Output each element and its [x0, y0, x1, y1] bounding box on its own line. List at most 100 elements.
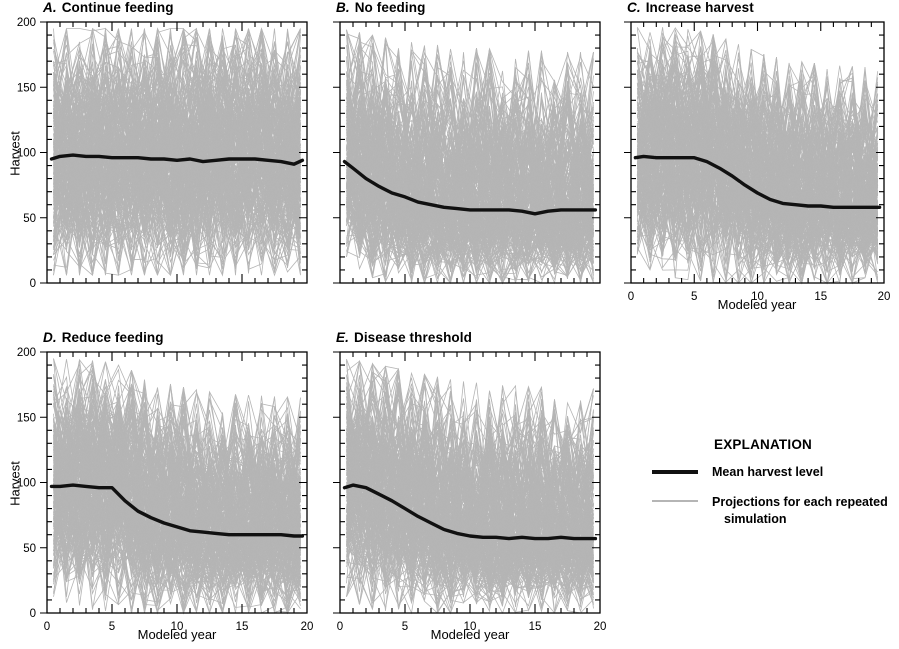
simulation-line	[53, 358, 301, 560]
y-axis-title-row1: Harvest	[7, 131, 23, 176]
simulation-line	[636, 71, 879, 235]
simulation-line	[53, 385, 301, 573]
simulation-line	[53, 80, 301, 265]
simulation-line	[346, 123, 594, 285]
simulation-line	[53, 136, 301, 276]
simulation-line	[346, 137, 594, 255]
simulation-line	[53, 99, 301, 268]
simulation-line	[346, 411, 594, 599]
panel-title-text: No feeding	[354, 0, 426, 15]
y-tick-label: 200	[17, 17, 36, 29]
y-tick-label: 0	[30, 278, 36, 290]
simulation-line	[346, 98, 594, 246]
panel-title-text: Continue feeding	[61, 0, 174, 15]
simulation-line	[346, 97, 594, 255]
axis-ticks	[40, 351, 307, 614]
simulation-line	[346, 441, 594, 574]
legend-label-line1: Projections for each repeated	[712, 494, 888, 509]
simulation-line	[636, 112, 879, 271]
simulation-line	[346, 48, 594, 225]
simulation-line	[346, 359, 594, 576]
plot-area: 0 50 100 150 200	[17, 17, 308, 290]
simulation-line	[53, 151, 301, 250]
plot-area: 0 5 10 15 20	[624, 21, 890, 303]
panel-letter: A.	[43, 0, 57, 15]
simulation-line	[53, 32, 301, 222]
y-tick-label: 100	[17, 148, 36, 160]
legend-item-label: Projections for each repeated simulation	[712, 494, 888, 528]
simulation-line	[53, 129, 301, 276]
legend-item-projections: Projections for each repeated simulation	[632, 494, 894, 528]
x-tick-label: 20	[594, 621, 607, 633]
panel-letter: E.	[336, 330, 349, 345]
legend-label-line2: simulation	[724, 511, 787, 526]
simulation-line	[53, 89, 301, 219]
panel-disease-threshold: E. Disease threshold 0 5 10 15 20	[298, 330, 616, 643]
simulation-line	[636, 49, 879, 234]
simulation-line	[53, 34, 301, 210]
legend-item-mean: Mean harvest level	[632, 464, 894, 481]
simulation-line	[636, 73, 878, 242]
mean-harvest-line	[342, 159, 598, 216]
simulation-line	[636, 68, 879, 245]
simulation-line	[346, 137, 594, 284]
panel-increase-harvest: C. Increase harvest 0 5 10 15 20	[589, 0, 899, 313]
legend: EXPLANATION Mean harvest level Projectio…	[632, 437, 894, 541]
legend-item-label: Mean harvest level	[712, 465, 824, 479]
x-tick-label: 5	[691, 291, 697, 303]
simulation-line	[53, 76, 301, 264]
simulation-line	[637, 106, 879, 217]
simulation-line	[346, 62, 594, 253]
simulation-line	[346, 442, 594, 604]
simulation-line	[53, 39, 301, 251]
x-axis-title-panel-c: Modeled year	[717, 297, 797, 312]
simulation-line	[53, 452, 301, 614]
simulation-line	[346, 116, 594, 261]
legend-heading: EXPLANATION	[714, 437, 812, 452]
simulation-line	[53, 28, 301, 196]
x-tick-label: 0	[628, 291, 634, 303]
simulation-line	[53, 95, 301, 269]
simulation-line	[53, 430, 301, 577]
x-axis-title-panel-d: Modeled year	[137, 627, 217, 642]
simulation-line	[636, 57, 878, 245]
simulation-line	[53, 438, 301, 615]
panel-title: D. Reduce feeding	[43, 330, 164, 345]
simulation-line	[346, 51, 594, 217]
simulation-line	[53, 91, 301, 270]
mean-harvest-line	[633, 154, 882, 210]
y-tick-label: 150	[17, 82, 36, 94]
projection-line-swatch	[652, 499, 698, 502]
panel-no-feeding: B. No feeding	[298, 0, 616, 313]
simulation-line	[636, 53, 879, 244]
x-tick-label: 0	[337, 621, 343, 633]
y-tick-label: 100	[17, 478, 36, 490]
x-tick-label: 10	[751, 291, 764, 303]
y-tick-label: 200	[17, 347, 36, 359]
simulation-line	[53, 492, 301, 614]
simulation-line	[346, 182, 594, 278]
simulation-line	[346, 63, 594, 262]
panel-letter: D.	[43, 330, 57, 345]
panel-letter: B.	[336, 0, 350, 15]
panel-title-text: Reduce feeding	[61, 330, 164, 345]
y-tick-label: 50	[23, 543, 36, 555]
simulation-line	[346, 454, 594, 576]
x-axis-title-panel-e: Modeled year	[430, 627, 510, 642]
simulation-line	[346, 78, 594, 241]
simulation-line	[53, 108, 301, 276]
x-tick-label: 10	[171, 621, 184, 633]
x-tick-label: 5	[402, 621, 408, 633]
simulation-line	[636, 130, 879, 256]
simulation-line	[636, 45, 878, 214]
simulation-line	[636, 55, 879, 238]
x-tick-label: 20	[301, 621, 314, 633]
simulation-line	[346, 435, 594, 576]
plot-area	[333, 21, 601, 285]
simulation-line	[53, 28, 301, 163]
simulation-line	[53, 381, 301, 558]
simulation-line	[636, 92, 878, 264]
panel-letter: C.	[627, 0, 641, 15]
simulation-line	[53, 404, 301, 580]
simulation-line	[53, 415, 301, 566]
